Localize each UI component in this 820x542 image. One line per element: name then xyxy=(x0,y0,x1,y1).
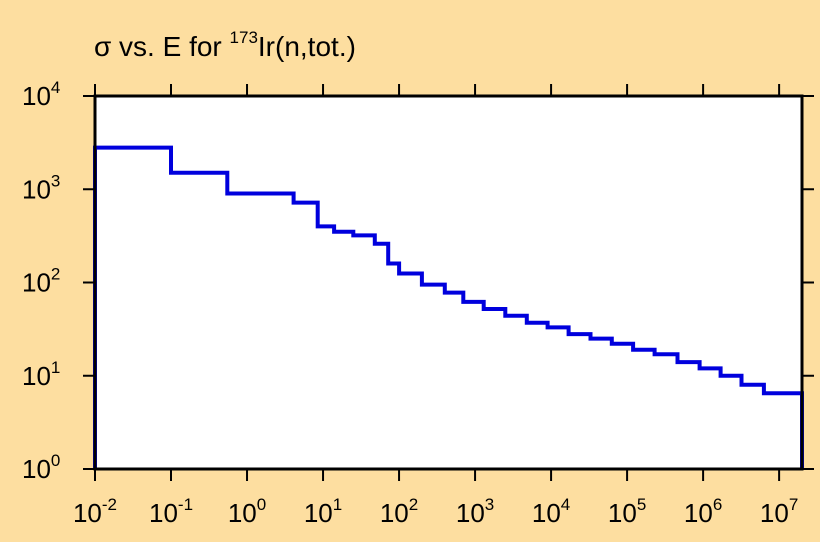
x-tick-label-6: 104 xyxy=(532,495,570,528)
x-tick-label-9: 107 xyxy=(760,495,798,528)
chart-title: σ vs. E for 173Ir(n,tot.) xyxy=(94,28,356,62)
title-suffix: Ir(n,tot.) xyxy=(258,31,356,62)
title-superscript: 173 xyxy=(230,28,258,47)
y-tick-label-0: 100 xyxy=(22,451,60,484)
x-tick-label-3: 101 xyxy=(304,495,342,528)
y-tick-label-2: 102 xyxy=(22,265,60,298)
x-tick-label-5: 103 xyxy=(456,495,494,528)
title-prefix: σ vs. E for xyxy=(94,31,230,62)
y-tick-label-1: 101 xyxy=(22,358,60,391)
plot-background xyxy=(95,96,802,469)
x-tick-label-8: 106 xyxy=(684,495,722,528)
series-line-0 xyxy=(93,145,804,469)
x-tick-label-4: 102 xyxy=(380,495,418,528)
x-tick-label-7: 105 xyxy=(608,495,646,528)
y-tick-label-3: 103 xyxy=(22,171,60,204)
x-tick-label-2: 100 xyxy=(228,495,266,528)
y-tick-label-4: 104 xyxy=(22,78,60,111)
x-tick-label-0: 10-2 xyxy=(73,495,117,528)
plot-area: 10-2 10-1 100 101 102 103 104 105 106 107 100 101 10… xyxy=(22,78,814,528)
x-tick-label-1: 10-1 xyxy=(149,495,193,528)
